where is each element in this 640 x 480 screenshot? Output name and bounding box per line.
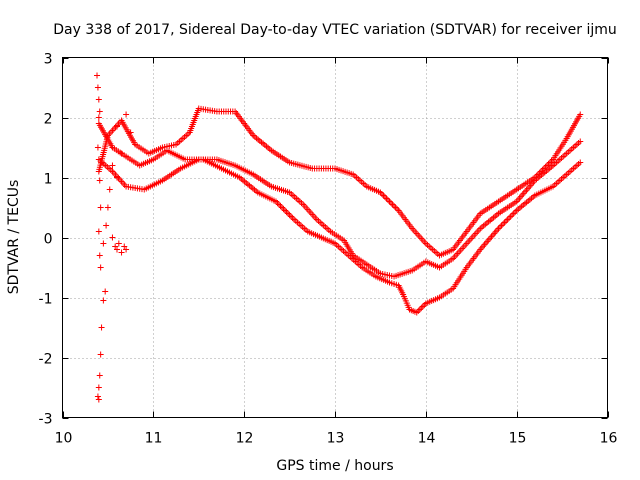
data-point-3 — [96, 177, 103, 184]
data-point-2 — [286, 212, 293, 218]
data-point-2 — [283, 209, 290, 215]
data-point-2 — [500, 221, 507, 227]
data-point-0 — [545, 161, 552, 167]
x-tick-label: 15 — [509, 431, 527, 447]
data-point-2 — [282, 207, 289, 214]
data-point-0 — [577, 111, 584, 118]
x-tick-label: 12 — [236, 431, 254, 447]
data-point-3 — [114, 123, 120, 130]
data-point-3 — [94, 144, 101, 151]
data-point-3 — [95, 96, 102, 103]
data-points — [94, 72, 584, 403]
data-point-3 — [98, 324, 105, 331]
data-point-3 — [109, 234, 116, 241]
data-point-2 — [277, 203, 284, 209]
y-tick-label: -3 — [39, 412, 53, 428]
data-point-0 — [388, 200, 395, 206]
data-point-3 — [97, 264, 104, 271]
data-point-2 — [289, 215, 296, 221]
data-point-3 — [95, 384, 102, 391]
data-point-3 — [127, 129, 134, 136]
data-point-3 — [94, 393, 101, 400]
data-point-2 — [504, 216, 511, 223]
data-point-3 — [94, 84, 101, 91]
data-point-3 — [118, 249, 125, 256]
data-point-3 — [95, 114, 102, 121]
data-point-2 — [506, 215, 513, 221]
y-tick-label: -2 — [39, 352, 53, 368]
y-tick-label: 3 — [44, 52, 53, 68]
data-point-3 — [114, 246, 120, 253]
data-point-2 — [577, 159, 584, 166]
data-point-0 — [543, 162, 550, 169]
data-point-3 — [114, 174, 120, 181]
data-point-3 — [109, 162, 116, 169]
data-point-2 — [415, 308, 422, 314]
data-point-3 — [115, 240, 122, 247]
x-tick-label: 16 — [600, 431, 618, 447]
data-point-3 — [95, 396, 102, 403]
data-point-2 — [497, 224, 504, 230]
data-point-3 — [102, 288, 109, 295]
x-tick-label: 10 — [55, 431, 73, 447]
data-point-2 — [419, 303, 426, 310]
data-point-3 — [100, 297, 107, 304]
y-tick-label: 0 — [44, 232, 53, 248]
data-point-1 — [577, 138, 584, 145]
y-tick-label: -1 — [39, 292, 53, 308]
data-point-3 — [103, 222, 110, 229]
data-point-3 — [104, 204, 111, 211]
data-point-3 — [95, 228, 102, 235]
data-point-3 — [97, 204, 104, 211]
data-point-3 — [100, 240, 107, 247]
data-point-3 — [123, 246, 130, 253]
data-point-2 — [509, 212, 516, 218]
data-point-0 — [386, 198, 393, 205]
x-tick-label: 13 — [327, 431, 345, 447]
data-point-3 — [118, 150, 125, 157]
data-point-2 — [275, 201, 282, 208]
data-point-2 — [498, 222, 505, 229]
data-point-3 — [96, 372, 103, 379]
data-point-2 — [418, 305, 425, 311]
data-point-0 — [394, 206, 401, 212]
data-point-3 — [97, 351, 104, 358]
data-point-2 — [279, 204, 286, 211]
y-tick-label: 1 — [44, 172, 53, 188]
data-point-3 — [94, 72, 101, 79]
data-point-3 — [96, 252, 103, 259]
data-point-0 — [380, 192, 387, 199]
data-point-0 — [389, 201, 396, 208]
data-point-0 — [548, 158, 555, 164]
data-point-0 — [381, 194, 388, 200]
data-point-2 — [288, 213, 295, 220]
data-point-2 — [501, 219, 508, 226]
data-point-0 — [384, 197, 391, 203]
data-point-2 — [510, 210, 517, 217]
chart-title: Day 338 of 2017, Sidereal Day-to-day VTE… — [53, 22, 617, 38]
x-tick-label: 14 — [418, 431, 436, 447]
data-point-2 — [280, 206, 287, 212]
data-point-3 — [123, 111, 130, 118]
data-point-0 — [546, 159, 553, 166]
grid — [62, 57, 608, 418]
data-point-0 — [392, 204, 399, 211]
data-point-0 — [391, 203, 398, 209]
x-tick-label: 11 — [145, 431, 163, 447]
y-axis-label: SDTVAR / TECUs — [6, 180, 22, 295]
x-axis-label: GPS time / hours — [276, 458, 393, 474]
data-point-2 — [285, 210, 292, 217]
data-point-3 — [96, 108, 103, 115]
data-point-2 — [507, 213, 514, 220]
data-point-3 — [106, 186, 113, 193]
data-point-2 — [503, 218, 510, 224]
data-point-0 — [383, 195, 390, 202]
y-tick-label: 2 — [44, 112, 53, 128]
